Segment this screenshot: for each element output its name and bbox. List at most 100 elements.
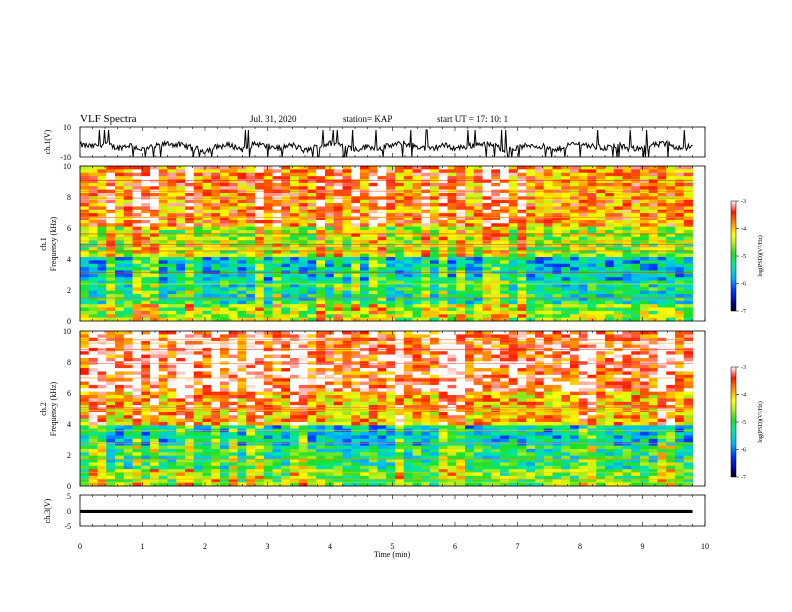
spectrogram-cell: [263, 290, 273, 295]
spectrogram-cell: [150, 304, 160, 308]
spectrogram-cell: [237, 256, 247, 261]
spectrogram-cell: [395, 192, 405, 197]
spectrogram-cell: [185, 216, 195, 221]
spectrogram-cell: [141, 405, 151, 409]
spectrogram-cell: [115, 172, 125, 177]
spectrogram-cell: [202, 331, 212, 335]
spectrogram-cell: [193, 223, 203, 228]
spectrogram-cell: [88, 452, 98, 457]
spectrogram-cell: [360, 331, 370, 335]
spectrogram-cell: [115, 219, 125, 224]
spectrogram-cell: [666, 260, 676, 265]
spectrogram-cell: [351, 192, 361, 197]
spectrogram-cell: [482, 169, 492, 174]
spectrogram-cell: [176, 395, 186, 399]
spectrogram-cell: [395, 277, 405, 281]
spectrogram-cell: [456, 230, 466, 234]
spectrogram-cell: [281, 186, 291, 190]
spectrogram-cell: [631, 300, 641, 305]
spectrogram-cell: [298, 401, 308, 406]
spectrogram-cell: [666, 300, 676, 305]
spectrogram-cell: [482, 317, 492, 322]
spectrogram-cell: [272, 230, 282, 234]
spectrogram-cell: [640, 280, 650, 285]
spectrogram-cell: [500, 277, 510, 281]
spectrogram-cell: [115, 391, 125, 396]
spectrogram-cell: [333, 226, 343, 231]
spectrogram-cell: [605, 317, 615, 322]
spectrogram-cell: [648, 260, 658, 265]
spectrogram-cell: [307, 203, 317, 207]
spectrogram-cell: [508, 294, 518, 298]
spectrogram-cell: [211, 304, 221, 308]
spectrogram-cell: [631, 176, 641, 180]
spectrogram-cell: [491, 172, 501, 177]
spectrogram-cell: [648, 223, 658, 228]
spectrogram-cell: [333, 475, 343, 480]
spectrogram-cell: [211, 442, 221, 446]
spectrogram-cell: [220, 415, 230, 420]
spectrogram-cell: [360, 371, 370, 376]
spectrogram-cell: [193, 374, 203, 379]
spectrogram-cell: [543, 263, 553, 268]
spectrogram-cell: [150, 384, 160, 389]
spectrogram-cell: [80, 250, 90, 255]
spectrogram-cell: [360, 347, 370, 352]
spectrogram-cell: [158, 448, 168, 453]
spectrogram-cell: [368, 297, 378, 302]
spectrogram-cell: [482, 203, 492, 207]
spectrogram-cell: [263, 166, 273, 170]
spectrogram-cell: [211, 186, 221, 190]
spectrogram-cell: [141, 388, 151, 393]
spectrogram-cell: [447, 199, 457, 204]
spectrogram-cell: [307, 263, 317, 268]
spectrogram-cell: [473, 213, 483, 217]
spectrogram-cell: [141, 465, 151, 470]
spectrogram-cell: [342, 277, 352, 281]
spectrogram-cell: [508, 240, 518, 244]
spectrogram-cell: [456, 206, 466, 211]
spectrogram-cell: [360, 401, 370, 406]
spectrogram-cell: [88, 472, 98, 477]
spectrogram-cell: [211, 287, 221, 292]
spectrogram-cell: [176, 388, 186, 393]
spectrogram-cell: [80, 351, 90, 355]
spectrogram-cell: [657, 166, 667, 170]
spectrogram-cell: [333, 334, 343, 339]
spectrogram-cell: [622, 297, 632, 302]
spectrogram-cell: [683, 290, 693, 295]
spectrogram-cell: [351, 391, 361, 396]
spectrogram-cell: [123, 179, 133, 184]
spectrogram-cell: [395, 166, 405, 170]
spectrogram-cell: [508, 246, 518, 251]
spectrogram-cell: [246, 203, 256, 207]
spectrogram-cell: [176, 438, 186, 443]
spectrogram-cell: [202, 314, 212, 319]
spectrogram-cell: [80, 246, 90, 251]
spectrogram-cell: [386, 219, 396, 224]
spectrogram-cell: [80, 364, 90, 369]
spectrogram-cell: [97, 179, 107, 184]
spectrogram-cell: [80, 233, 90, 238]
spectrogram-cell: [88, 294, 98, 298]
spectrogram-cell: [298, 331, 308, 335]
spectrogram-cell: [176, 364, 186, 369]
spectrogram-cell: [211, 233, 221, 238]
spectrogram-cell: [640, 223, 650, 228]
spectrogram-cell: [228, 263, 238, 268]
spectrogram-cell: [80, 216, 90, 221]
spectrogram-cell: [158, 455, 168, 460]
spectrogram-cell: [622, 186, 632, 190]
spectrogram-cell: [473, 297, 483, 302]
spectrogram-cell: [438, 243, 448, 248]
spectrogram-cell: [543, 230, 553, 234]
spectrogram-cell: [386, 223, 396, 228]
spectrogram-cell: [246, 378, 256, 382]
spectrogram-cell: [150, 317, 160, 322]
spectrogram-cell: [517, 206, 527, 211]
spectrogram-cell: [220, 209, 230, 214]
spectrogram-cell: [360, 459, 370, 463]
spectrogram-cell: [123, 374, 133, 379]
spectrogram-cell: [508, 203, 518, 207]
spectrogram-cell: [605, 256, 615, 261]
